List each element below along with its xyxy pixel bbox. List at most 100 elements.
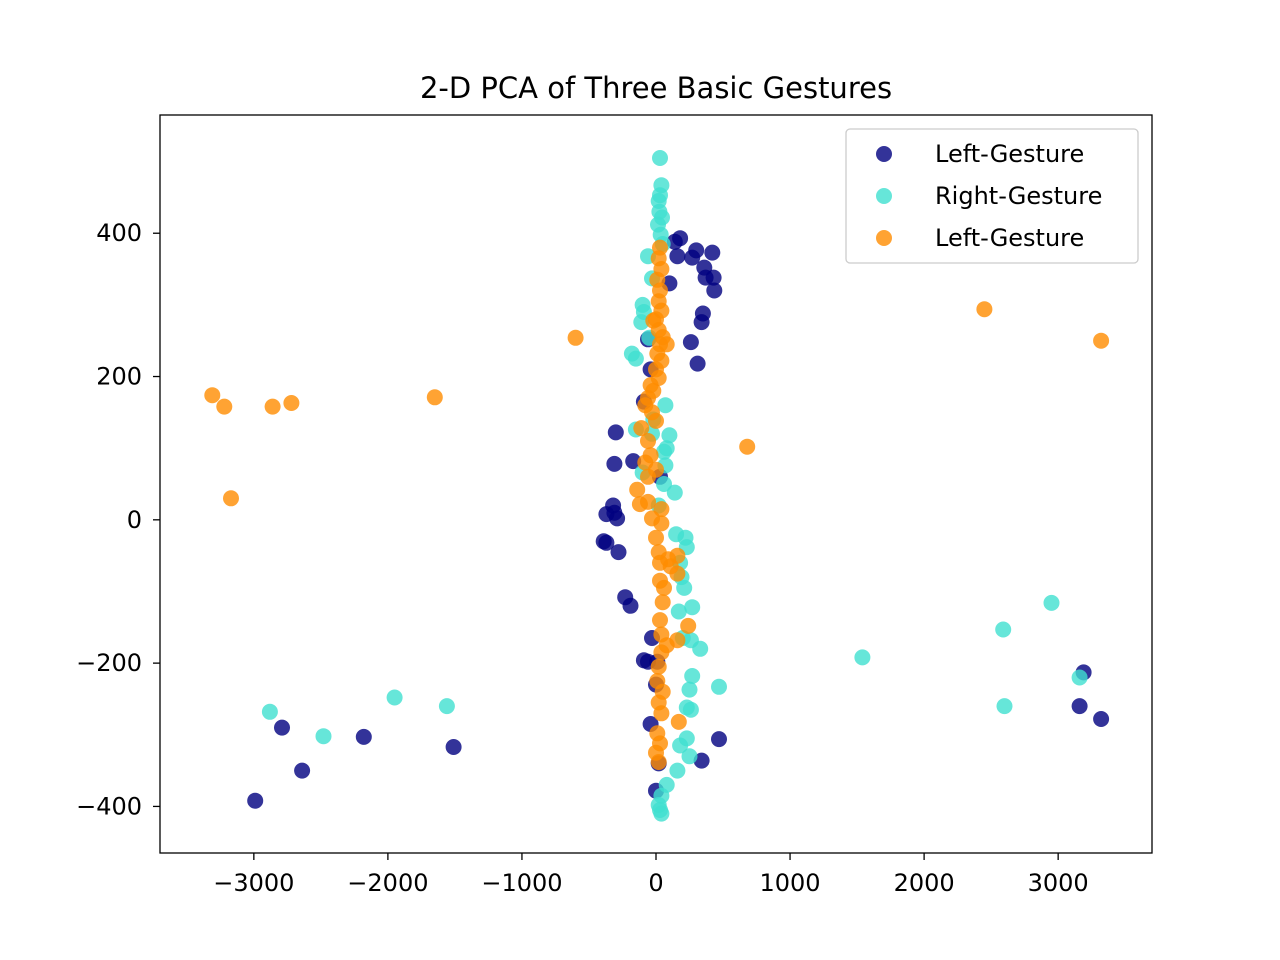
data-point [666,484,683,501]
data-point [996,698,1013,715]
data-point [704,244,721,261]
data-point [445,739,462,755]
legend-item: Right-Gesture [876,182,1102,210]
legend-label: Left-Gesture [935,224,1084,252]
data-point [609,510,626,527]
data-point [693,314,710,331]
data-point [688,242,705,259]
x-tick-label: −1000 [481,869,562,897]
data-point [607,424,624,441]
legend-label: Right-Gesture [935,182,1102,210]
y-tick-label: 0 [127,506,142,534]
data-point [995,621,1012,638]
data-point [711,731,727,748]
data-point [204,387,221,404]
data-point [610,544,627,561]
data-point [682,334,699,351]
data-point [247,792,264,809]
data-point [692,640,709,657]
data-point [670,713,687,730]
data-point [294,762,311,779]
x-tick-label: −3000 [213,869,294,897]
data-point [854,649,871,666]
data-point [689,355,706,372]
series-1 [247,230,1110,809]
data-point [274,719,290,736]
data-point [681,681,698,698]
data-point [670,603,687,620]
legend-marker [876,230,892,246]
data-point [653,644,670,661]
data-point [661,427,678,444]
data-point [1071,669,1088,686]
y-tick-label: 400 [96,219,142,247]
legend-marker [876,146,892,162]
data-point [669,248,686,265]
data-point [283,395,300,411]
data-point [627,350,644,367]
legend-item: Left-Gesture [876,224,1084,252]
data-point [676,579,693,596]
data-point [681,748,698,765]
data-point [656,476,672,492]
data-point [264,398,281,415]
y-axis: −400 −200 0 200 400 [76,219,160,820]
data-point [650,658,667,675]
data-point [438,698,455,715]
data-point [653,705,670,722]
data-point [652,150,668,166]
plot-frame [159,114,1153,854]
data-point [657,397,674,414]
y-tick-label: 200 [96,363,142,391]
x-axis: −3000 −2000 −1000 0 1000 2000 3000 [213,853,1089,897]
data-point [1093,332,1110,349]
x-tick-label: 0 [648,869,663,897]
data-point [976,301,993,318]
data-point [223,490,239,507]
data-point [656,579,672,596]
y-tick-label: −200 [76,649,142,677]
data-point [648,529,664,546]
data-point [640,433,656,449]
data-point [739,438,756,455]
chart-title: 2-D PCA of Three Basic Gestures [420,71,892,105]
data-point [653,515,670,532]
data-point [650,754,667,770]
data-point [693,752,710,769]
data-point [684,668,701,684]
data-point [640,468,656,485]
legend-label: Left-Gesture [935,140,1084,168]
data-point [684,599,701,616]
series-3 [204,239,1110,770]
data-point [652,612,668,629]
data-point [1093,711,1110,727]
data-point [355,728,372,745]
data-point [386,689,403,706]
data-point [656,443,672,460]
data-point [711,678,727,695]
data-point [1071,698,1088,715]
data-point [648,412,664,429]
data-point [625,453,642,470]
x-tick-label: 1000 [760,869,821,897]
data-point [567,329,584,346]
x-tick-label: 3000 [1028,869,1089,897]
data-point [653,805,670,822]
x-tick-label: −2000 [347,869,428,897]
data-point [706,282,723,299]
data-point [315,728,332,745]
y-tick-label: −400 [76,792,142,820]
data-point [426,389,443,406]
data-point [261,703,278,720]
data-point [672,737,689,754]
data-point [680,617,697,634]
data-point [633,314,650,331]
x-tick-label: 2000 [894,869,955,897]
plot-area [204,150,1110,822]
legend-item: Left-Gesture [876,140,1084,168]
legend-box [845,128,1139,264]
data-point [598,534,615,551]
data-point [705,269,722,286]
